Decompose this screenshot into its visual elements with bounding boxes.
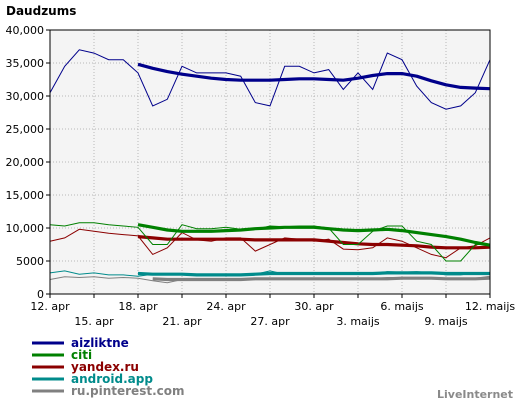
- series-line-citi: [49, 222, 490, 262]
- x-tick-label: 27. apr: [250, 315, 290, 328]
- trend-line-yandex-ru: [137, 235, 491, 250]
- series-line-yandex-ru: [49, 228, 491, 259]
- x-axis: 12. apr 18. apr 24. apr 30. apr 6. maijs 12. …: [30, 294, 515, 328]
- series-layer: [49, 49, 491, 284]
- y-tick-label: 5000: [16, 255, 44, 268]
- legend-label: aizliktne: [71, 336, 129, 350]
- y-tick-label: 35,000: [6, 57, 45, 70]
- x-tick-label: 9. maijs: [424, 315, 468, 328]
- x-tick-label: 30. apr: [294, 300, 334, 313]
- y-tick-label: 20,000: [6, 156, 45, 169]
- trend-line-ru-pinterest-com: [152, 276, 491, 282]
- legend: aizliktnecitiyandex.ruandroid.appru.pint…: [32, 336, 185, 398]
- y-axis-title: Daudzums: [6, 4, 76, 18]
- trend-line-citi: [137, 223, 491, 247]
- trend-line-aizliktne: [137, 62, 491, 91]
- x-tick-label: 18. apr: [118, 300, 158, 313]
- x-tick-label: 24. apr: [206, 300, 246, 313]
- y-tick-label: 40,000: [6, 24, 45, 37]
- legend-label: yandex.ru: [71, 360, 139, 374]
- x-tick-label: 3. maijs: [336, 315, 380, 328]
- legend-label: ru.pinterest.com: [71, 384, 185, 398]
- x-tick-label: 15. apr: [74, 315, 114, 328]
- y-tick-label: 10,000: [6, 222, 45, 235]
- x-tick-label: 6. maijs: [380, 300, 424, 313]
- y-tick-label: 30,000: [6, 90, 45, 103]
- x-tick-label: 12. apr: [30, 300, 70, 313]
- plot-frame: [49, 29, 491, 295]
- y-tick-label: 0: [37, 288, 44, 301]
- x-tick-label: 21. apr: [162, 315, 202, 328]
- legend-label: citi: [71, 348, 92, 362]
- trend-line-android-app: [137, 271, 490, 277]
- y-tick-label: 25,000: [6, 123, 45, 136]
- y-axis: 0 5000 10,000 15,000 20,000 25,000 30,000 35,00…: [6, 24, 50, 301]
- legend-label: android.app: [71, 372, 153, 386]
- brand-label: LiveInternet: [437, 388, 513, 401]
- y-tick-label: 15,000: [6, 189, 45, 202]
- series-line-aizliktne: [49, 49, 491, 110]
- x-tick-label: 12. maijs: [465, 300, 516, 313]
